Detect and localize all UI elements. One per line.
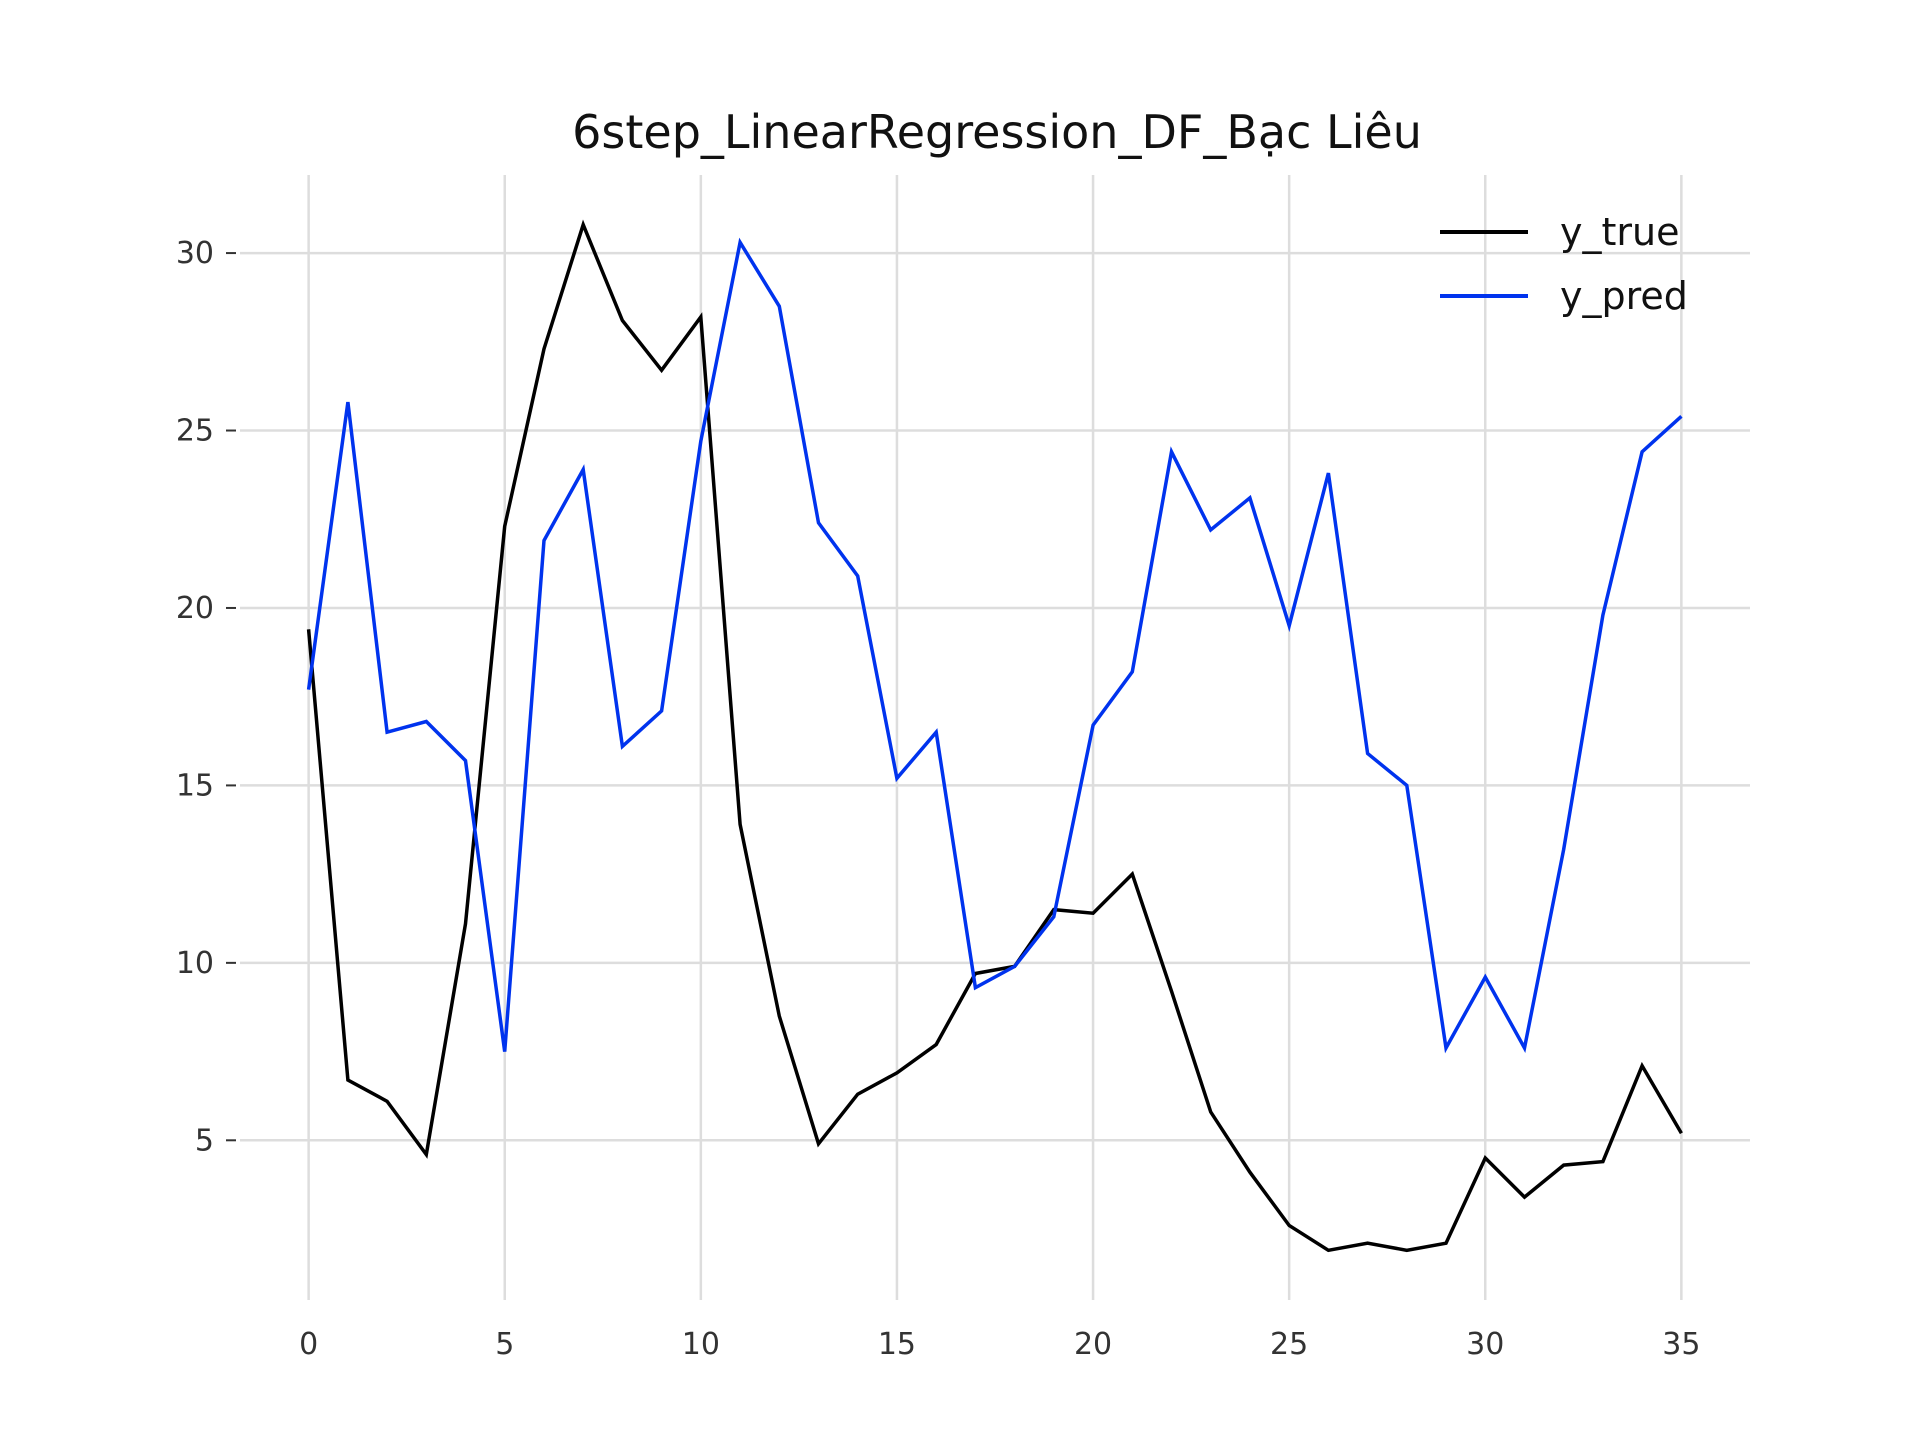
x-tick-label: 35 — [1662, 1327, 1700, 1362]
y-tick-label: 25 — [176, 414, 214, 449]
y-tick-label: 5 — [195, 1123, 214, 1158]
series-line-y-true — [306, 219, 1683, 1253]
series-line-y-pred — [306, 237, 1683, 1054]
y-tick-label: 10 — [176, 946, 214, 981]
chart-title: 6step_LinearRegression_DF_Bạc Liêu — [572, 105, 1422, 159]
legend-label: y_true — [1560, 210, 1679, 254]
x-tick-label: 0 — [299, 1327, 318, 1362]
x-tick-label: 20 — [1074, 1327, 1112, 1362]
legend-label: y_pred — [1560, 274, 1688, 318]
x-tick-label: 25 — [1270, 1327, 1308, 1362]
x-tick-label: 10 — [682, 1327, 720, 1362]
series-y-pred — [306, 237, 1683, 1054]
y-tick-label: 20 — [176, 591, 214, 626]
x-tick-label: 5 — [495, 1327, 514, 1362]
x-tick-label: 30 — [1466, 1327, 1504, 1362]
series-layer — [306, 219, 1683, 1253]
y-tick-label: 30 — [176, 236, 214, 271]
x-tick-label: 15 — [878, 1327, 916, 1362]
legend: y_true y_pred — [1440, 210, 1688, 318]
y-tick-label: 15 — [176, 768, 214, 803]
grid-layer — [240, 175, 1750, 1300]
series-y-true — [306, 219, 1683, 1253]
axis-ticks: 0 5 10 15 20 25 30 35 5 10 15 20 25 30 — [176, 236, 1701, 1362]
